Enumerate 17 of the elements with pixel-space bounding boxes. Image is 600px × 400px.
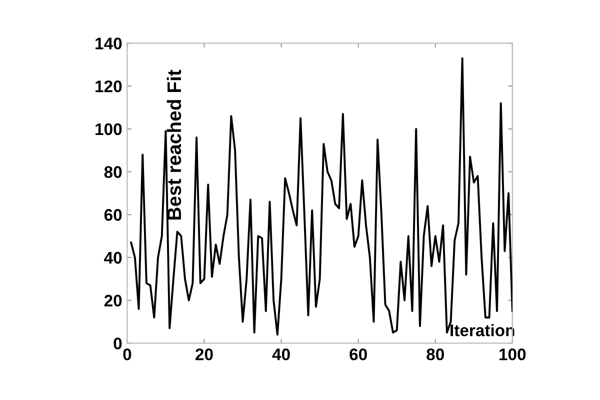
x-axis-title: Iteration (450, 324, 514, 336)
y-tick-label: 120 (96, 80, 122, 92)
line-series (130, 57, 512, 336)
y-tick-label: 20 (104, 294, 122, 307)
x-tick-label: 60 (350, 348, 367, 360)
y-tick-label: 60 (104, 209, 122, 221)
x-tick-label: 40 (272, 348, 290, 360)
x-tick-label: 0 (123, 348, 132, 360)
x-tick-label: 20 (196, 348, 213, 360)
y-tick-label: 80 (104, 166, 122, 178)
x-tick-label: 100 (500, 348, 526, 360)
y-axis-title: Best reached Fit (166, 70, 182, 220)
y-tick-label: 140 (96, 38, 122, 50)
y-tick-label: 100 (96, 123, 122, 136)
y-tick-label: 40 (104, 252, 122, 264)
y-tick-label: 0 (114, 338, 122, 350)
x-tick-label: 80 (426, 348, 444, 360)
